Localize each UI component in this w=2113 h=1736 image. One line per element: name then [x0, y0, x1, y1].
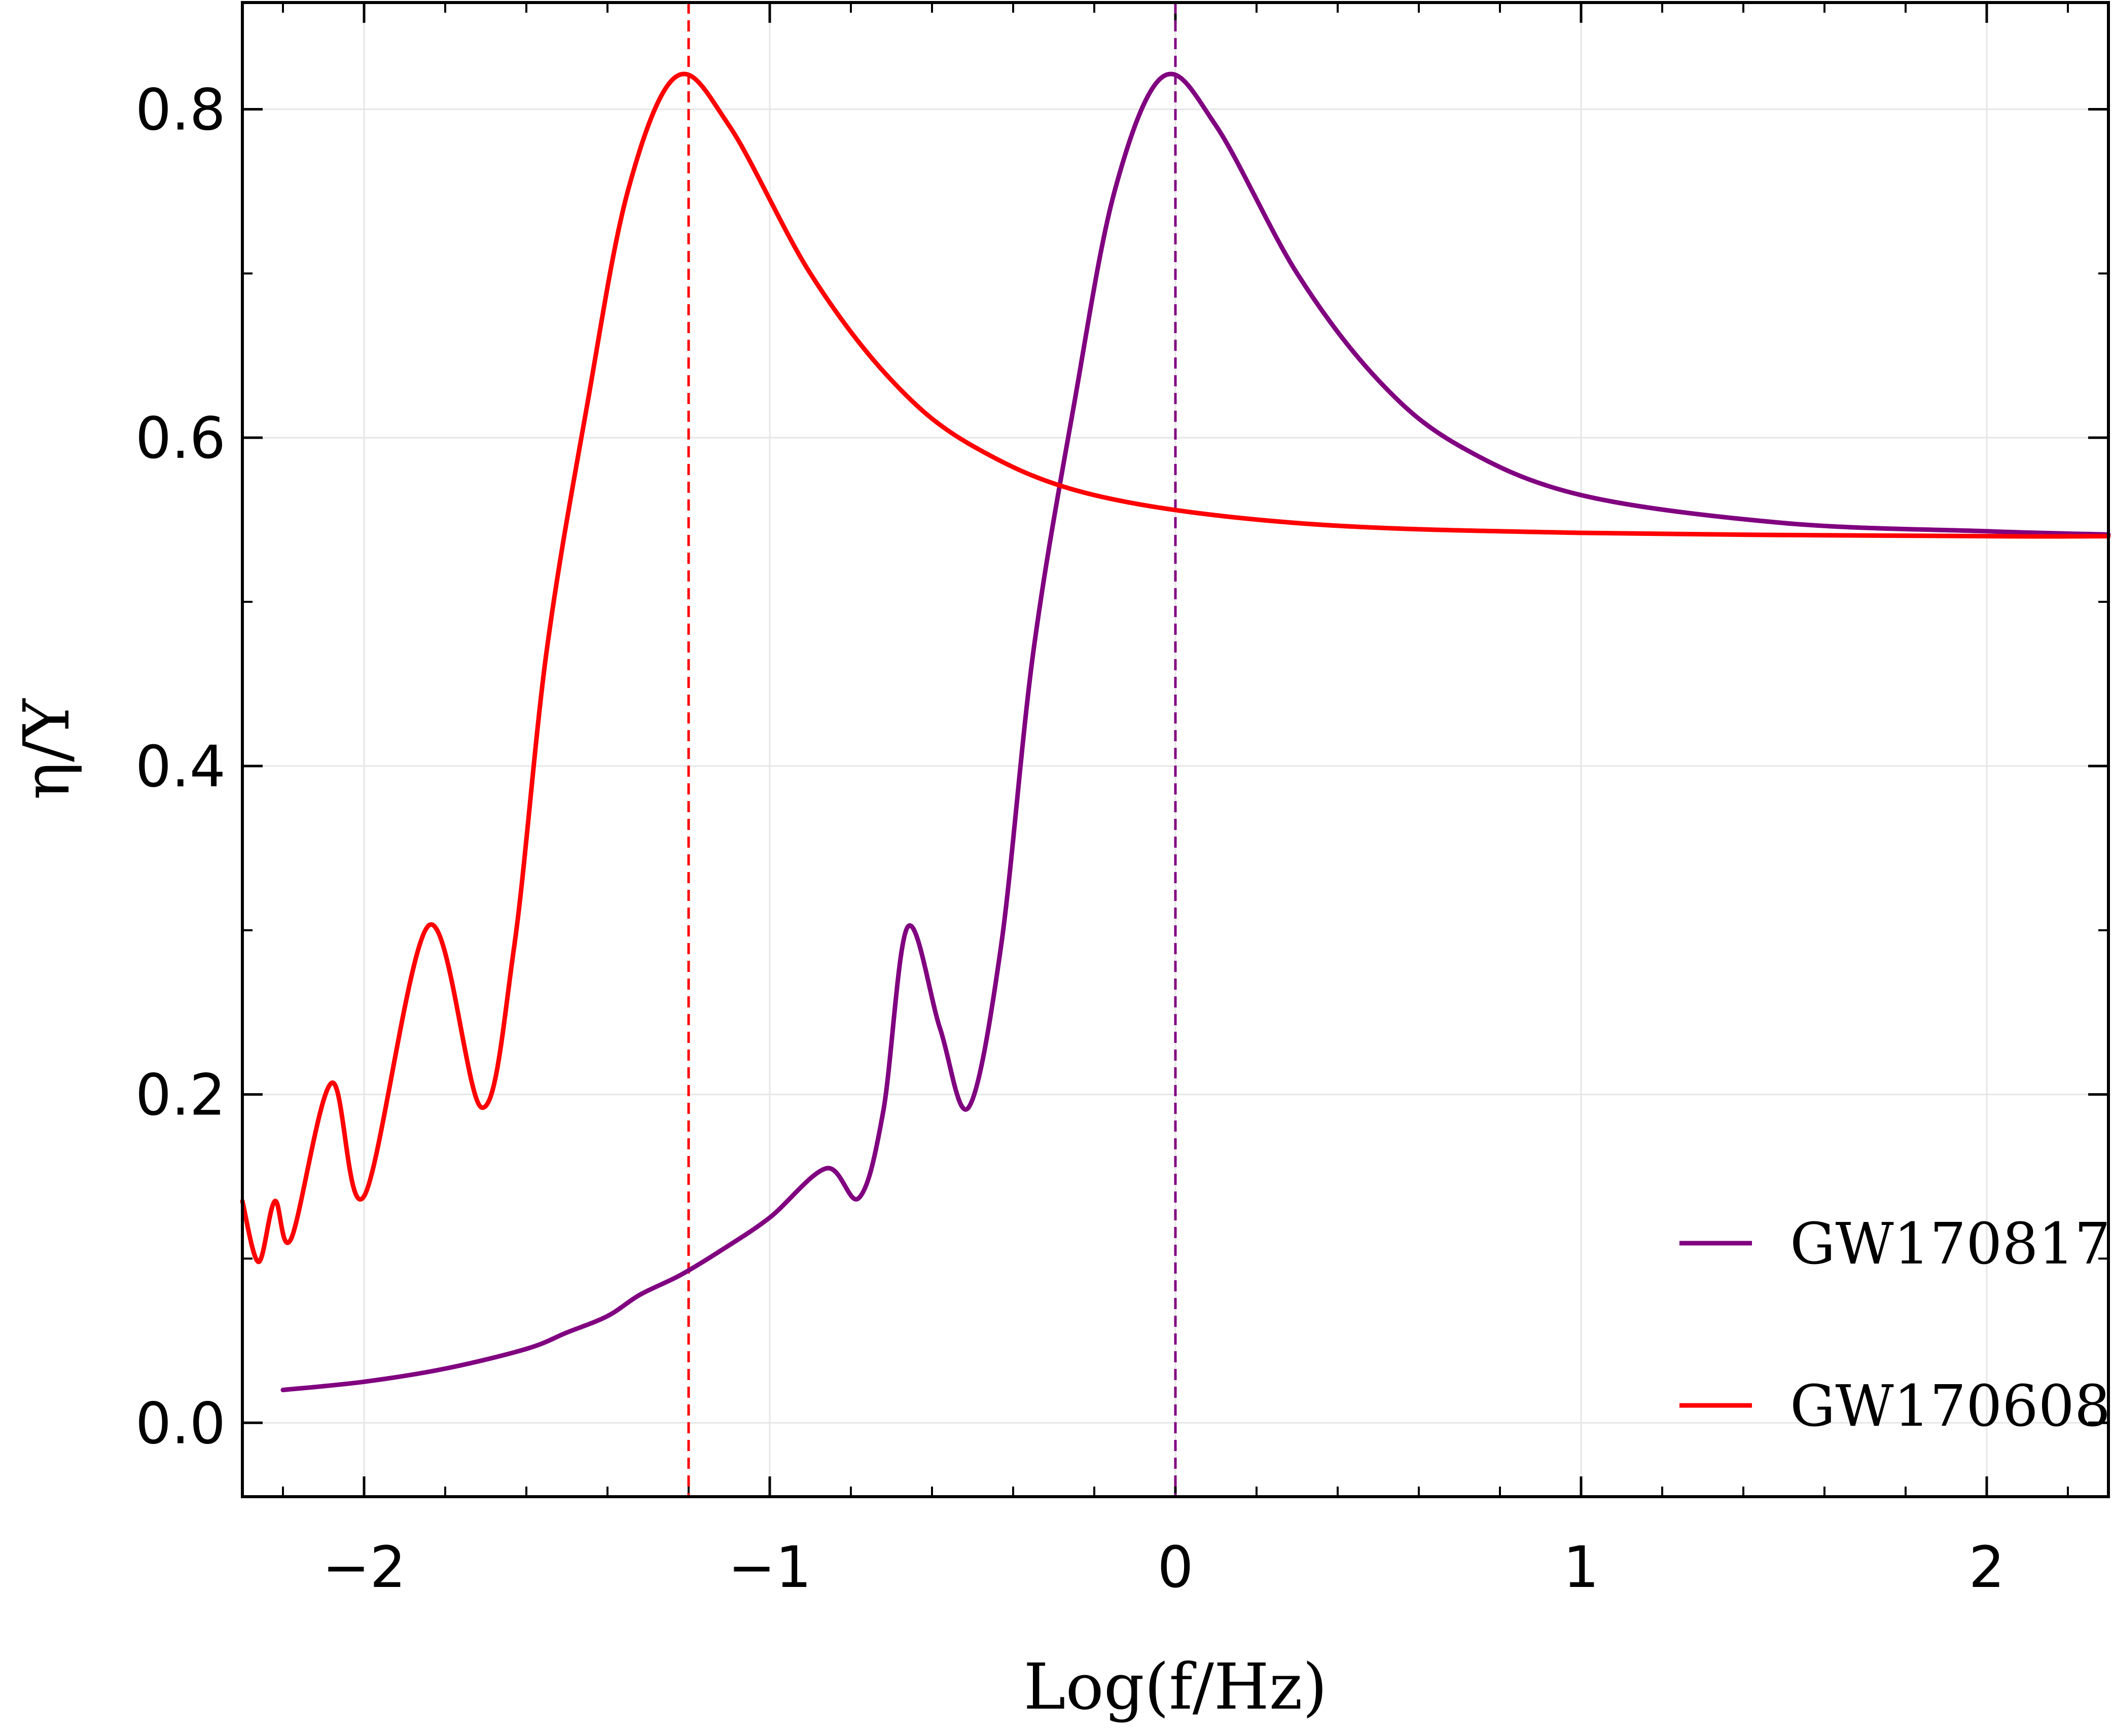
- y-tick-label: 0.0: [135, 1391, 226, 1457]
- y-tick-label: 0.4: [135, 734, 226, 800]
- x-tick-label: 2: [1968, 1535, 2004, 1601]
- y-tick-label: 0.2: [135, 1063, 226, 1129]
- x-tick-label: 0: [1157, 1535, 1193, 1601]
- plot-frame: [241, 1, 2110, 1498]
- x-tick-label: 1: [1563, 1535, 1599, 1601]
- tick-labels: −2 −1 0 1 2 0.0 0.2 0.4 0.6 0.8: [135, 78, 2005, 1601]
- x-tick-label: −1: [728, 1535, 811, 1601]
- series-line-gw170817: [280, 71, 2111, 1392]
- reference-lines: [687, 3, 1177, 1497]
- legend-label-gw170608: GW170608: [1790, 1373, 2110, 1439]
- y-tick-label: 0.8: [135, 78, 226, 143]
- series-layer: [240, 71, 2111, 1392]
- series-line-gw170608: [240, 71, 2111, 1264]
- legend-label-gw170817: GW170817: [1790, 1211, 2110, 1277]
- legend: GW170817 GW170608: [1679, 1211, 2110, 1439]
- x-tick-label: −2: [322, 1535, 406, 1601]
- y-axis-title: η/Υ: [10, 698, 84, 800]
- x-axis-title: Log(f/Hz): [1023, 1650, 1327, 1724]
- y-tick-label: 0.6: [135, 406, 226, 472]
